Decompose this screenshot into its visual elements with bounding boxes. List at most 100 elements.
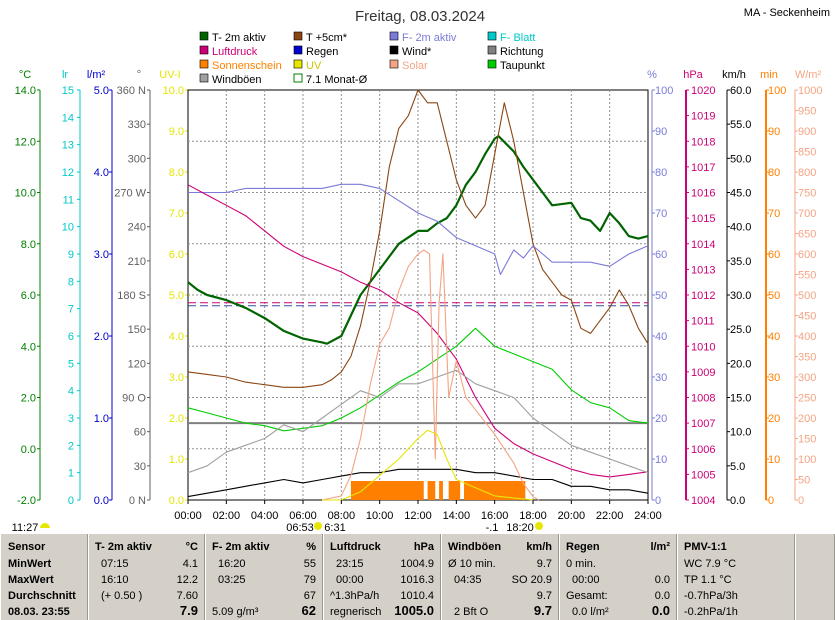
legend-label: Luftdruck bbox=[212, 46, 258, 58]
stats-footer: Sensor MinWert MaxWert Durchschnitt 08.0… bbox=[0, 534, 835, 620]
pmv-dewpoint: TP 1.1 °C bbox=[684, 574, 732, 586]
wind-mean-value: 9.7 bbox=[536, 590, 552, 602]
astro-markers: 06:53 6:31 -.1 18:20 11:27 bbox=[12, 522, 543, 534]
axis-unit: % bbox=[647, 69, 657, 81]
legend-label: 7.1 Monat-Ø bbox=[306, 74, 368, 86]
legend-item: T- 2m aktiv bbox=[199, 31, 266, 44]
axis-tick-label: 15 bbox=[62, 85, 74, 97]
axis-unit: min bbox=[760, 69, 778, 81]
axis-unit: lr bbox=[62, 69, 68, 81]
axis-tick-label: 90 O bbox=[122, 393, 146, 405]
axis-tick-label: 1018 bbox=[691, 136, 715, 148]
x-tick-label: 06:00 bbox=[289, 510, 317, 522]
rain-total-label: Gesamt: bbox=[566, 590, 608, 602]
plot-area bbox=[187, 89, 649, 501]
axis-unit: hPa bbox=[683, 69, 703, 81]
axis-tick-label: 10 bbox=[655, 454, 667, 466]
axis-tick-label: 600 bbox=[798, 249, 816, 261]
axis-tick-label: 750 bbox=[798, 188, 816, 200]
series-2-line bbox=[188, 183, 649, 276]
axis-tick-label: 12 bbox=[62, 167, 74, 179]
moon-icon bbox=[40, 523, 50, 528]
legend-swatch bbox=[199, 45, 209, 55]
sunshine-block bbox=[427, 481, 436, 500]
axis-tick-label: 0 bbox=[68, 495, 74, 507]
legend-item: 7.1 Monat-Ø bbox=[293, 73, 368, 86]
temp-unit: °C bbox=[185, 541, 198, 553]
axis-tick-label: 1008 bbox=[691, 393, 715, 405]
x-tick-label: 08:00 bbox=[328, 510, 356, 522]
axis-tick-label: 200 bbox=[798, 413, 816, 425]
axis-tick-label: 800 bbox=[798, 167, 816, 179]
axis-tick-label: 25.0 bbox=[730, 324, 751, 336]
axis-tick-label: 1017 bbox=[691, 162, 715, 174]
legend-item: Taupunkt bbox=[487, 59, 545, 72]
legend-swatch bbox=[293, 45, 303, 55]
axis-tick-label: 330 bbox=[128, 119, 146, 131]
press-trend: ^1.3hPa/h bbox=[330, 590, 380, 602]
wind-unit: km/h bbox=[526, 541, 552, 553]
legend-swatch bbox=[487, 45, 497, 55]
axis-tick-label: 250 bbox=[798, 393, 816, 405]
x-tick-label: 02:00 bbox=[213, 510, 241, 522]
x-tick-label: 00:00 bbox=[174, 510, 202, 522]
axis-tick-label: 40 bbox=[768, 331, 780, 343]
axis-tick-label: 45.0 bbox=[730, 188, 751, 200]
temp-header: T- 2m aktiv bbox=[95, 541, 152, 553]
axis-tick-label: 60 bbox=[134, 427, 146, 439]
axis-tick-label: 40.0 bbox=[730, 222, 751, 234]
axis-tick-label: 350 bbox=[798, 352, 816, 364]
axis-tick-label: 1006 bbox=[691, 444, 715, 456]
wind-max-value: SO 20.9 bbox=[511, 574, 552, 586]
axis-tick-label: 13 bbox=[62, 140, 74, 152]
legend-item: F- 2m aktiv bbox=[389, 31, 457, 44]
footer-col-temp: T- 2m aktiv °C 07:15 4.1 16:10 12.2 (+ 0… bbox=[88, 534, 205, 620]
series-1-line bbox=[187, 89, 649, 388]
hum-absolute: 5.09 g/m³ bbox=[212, 606, 259, 618]
moon-phase: -.1 bbox=[486, 522, 499, 534]
axis-tick-label: 180 S bbox=[117, 290, 146, 302]
axis-tick-label: 60 bbox=[768, 249, 780, 261]
axis-tick-label: 60 bbox=[655, 249, 667, 261]
axis-tick-label: 3.0 bbox=[169, 372, 184, 384]
axis-tick-label: 270 W bbox=[114, 188, 146, 200]
legend-label: Wind* bbox=[402, 46, 432, 58]
axis-tick-label: 20 bbox=[768, 413, 780, 425]
legend-label: Regen bbox=[306, 46, 338, 58]
legend-swatch bbox=[389, 45, 399, 55]
axis-unit: km/h bbox=[722, 69, 746, 81]
axis-tick-label: 3.0 bbox=[94, 249, 109, 261]
axis-tick-label: 1.0 bbox=[94, 413, 109, 425]
legend-label: F- 2m aktiv bbox=[402, 32, 457, 44]
axis-tick-label: 2 bbox=[68, 440, 74, 452]
footer-col-humidity: F- 2m aktiv % 16:20 55 03:25 79 67 5.09 … bbox=[205, 534, 323, 620]
weather-chart: Freitag, 08.03.2024 MA - Seckenheim T- 2… bbox=[12, 7, 830, 534]
axis-tick-label: 50 bbox=[655, 290, 667, 302]
press-min-time: 23:15 bbox=[336, 558, 364, 570]
axis-tick-label: 30 bbox=[768, 372, 780, 384]
axis-3: ° 360 N 330 300 270 W 240 210 180 S 150 120 90 O 60… bbox=[114, 69, 151, 507]
axis-tick-label: 0.0 bbox=[169, 495, 184, 507]
wind-avg-value: 9.7 bbox=[536, 558, 552, 570]
axis-tick-label: 150 bbox=[128, 324, 146, 336]
legend-swatch bbox=[389, 31, 399, 41]
legend-item: UV bbox=[293, 59, 322, 72]
chart-title: Freitag, 08.03.2024 bbox=[355, 8, 485, 25]
rain-value: 0.0 bbox=[654, 574, 670, 586]
axis-tick-label: 7.0 bbox=[169, 208, 184, 220]
axis-tick-label: 7 bbox=[68, 304, 74, 316]
rain-amount: 0.0 l/m² bbox=[572, 606, 609, 618]
axis-tick-label: 90 bbox=[768, 126, 780, 138]
axis-tick-label: 5.0 bbox=[169, 290, 184, 302]
axis-tick-label: 950 bbox=[798, 106, 816, 118]
axis-tick-label: 1000 bbox=[798, 85, 822, 97]
legend-swatch bbox=[487, 31, 497, 41]
x-tick-label: 14:00 bbox=[443, 510, 471, 522]
axis-tick-label: 1013 bbox=[691, 264, 715, 276]
rain-total-value: 0.0 bbox=[654, 590, 670, 602]
axis-tick-label: 10 bbox=[62, 222, 74, 234]
axis-tick-label: 100 bbox=[798, 454, 816, 466]
sun-icon bbox=[314, 522, 322, 530]
axis-tick-label: 50 bbox=[798, 475, 810, 487]
x-tick-label: 24:00 bbox=[634, 510, 662, 522]
